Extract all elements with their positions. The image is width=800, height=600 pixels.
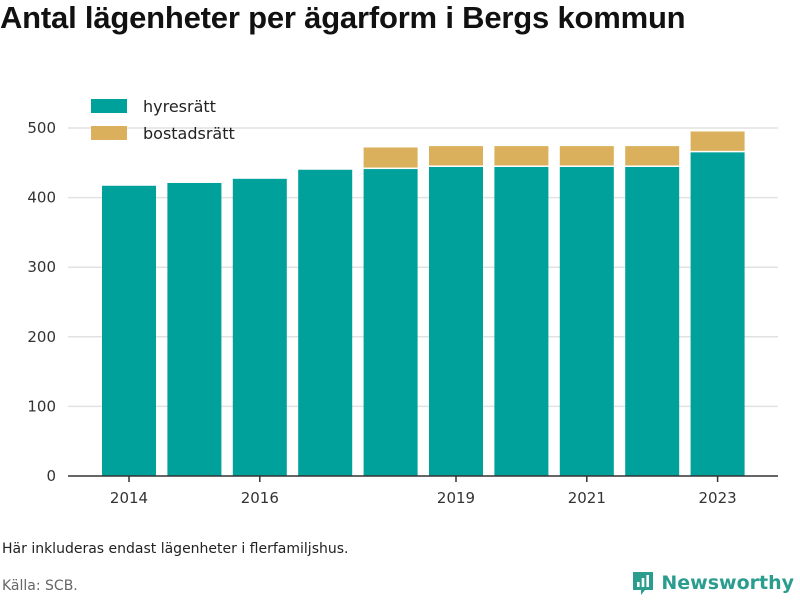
legend-label: bostadsrätt [143, 124, 235, 143]
bar-hyresratt [102, 185, 156, 476]
bar-bostadsratt [690, 131, 745, 151]
bar-bostadsratt [559, 146, 614, 166]
bar-hyresratt [559, 166, 614, 476]
bars [102, 131, 745, 477]
bar-hyresratt [232, 178, 287, 477]
newsworthy-logo-icon [633, 572, 654, 595]
bar-hyresratt [363, 169, 418, 476]
y-tick-label: 400 [27, 189, 56, 207]
stacked-bar-chart: 0 100 200 300 400 500 2014 2016 2019 2021 2023 hyr… [27, 97, 778, 507]
chart-title: Antal lägenheter per ägarform i Bergs ko… [0, 0, 686, 35]
x-tick-label: 2014 [110, 489, 148, 507]
bar-hyresratt [429, 166, 483, 476]
bar-bostadsratt [625, 146, 680, 166]
bar-bostadsratt [494, 146, 549, 166]
legend-swatch [91, 99, 127, 113]
bar-hyresratt [298, 169, 353, 476]
y-tick-label: 500 [27, 119, 56, 137]
source-text: Källa: SCB. [2, 578, 78, 594]
x-tick-label: 2019 [437, 489, 475, 507]
bar-hyresratt [690, 152, 745, 477]
y-tick-label: 100 [27, 397, 56, 415]
legend: hyresrätt bostadsrätt [91, 97, 235, 143]
newsworthy-logo: Newsworthy [631, 570, 794, 596]
legend-swatch [91, 126, 127, 140]
y-tick-label: 0 [46, 467, 56, 485]
bar-hyresratt [167, 182, 222, 476]
y-tick-label: 200 [27, 328, 56, 346]
bar-hyresratt [494, 166, 549, 476]
x-tick-label: 2021 [568, 489, 606, 507]
bar-hyresratt [625, 166, 680, 476]
bar-bostadsratt [363, 147, 418, 168]
axes: 0 100 200 300 400 500 2014 2016 2019 2021 2023 [27, 119, 778, 507]
bar-bostadsratt [429, 146, 483, 166]
y-tick-label: 300 [27, 258, 56, 276]
chart-note: Här inkluderas endast lägenheter i flerf… [2, 541, 349, 557]
newsworthy-brand-text: Newsworthy [661, 572, 794, 594]
x-tick-label: 2016 [241, 489, 279, 507]
x-tick-label: 2023 [699, 489, 737, 507]
legend-label: hyresrätt [143, 97, 216, 116]
